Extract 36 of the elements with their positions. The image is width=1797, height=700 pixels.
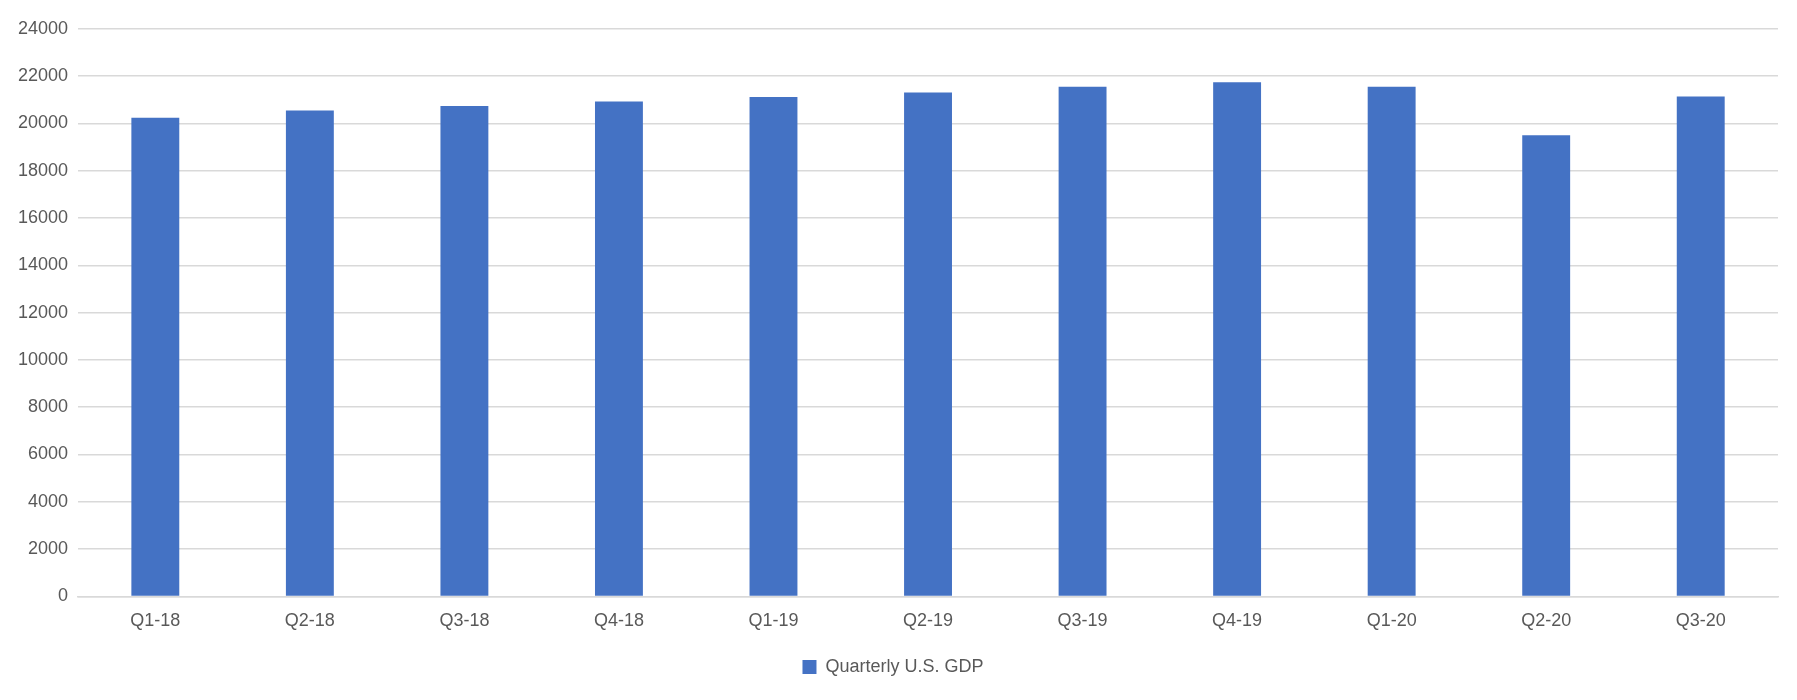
bar [1522, 135, 1571, 596]
y-tick-label: 20000 [17, 112, 69, 133]
y-tick-label: 2000 [28, 538, 69, 559]
bar [285, 110, 334, 596]
x-tick-label: Q4-19 [1212, 610, 1263, 631]
y-tick-label: 18000 [17, 159, 69, 180]
y-tick-label: 8000 [28, 396, 69, 417]
y-tick-label: 16000 [17, 206, 69, 227]
y-tick-label: 12000 [17, 301, 69, 322]
y-tick-label: 6000 [28, 443, 69, 464]
bar [904, 92, 952, 596]
x-tick-label: Q1-19 [748, 610, 799, 631]
y-tick-label: 14000 [17, 254, 69, 275]
x-tick-label: Q2-18 [284, 610, 335, 631]
bar [1676, 96, 1725, 596]
bar [1213, 82, 1262, 596]
y-tick-label: 0 [58, 585, 69, 606]
y-tick-label: 4000 [28, 490, 69, 511]
x-tick-label: Q2-19 [903, 610, 954, 631]
x-tick-label: Q3-18 [439, 610, 490, 631]
bar [131, 117, 180, 596]
y-tick-label: 10000 [17, 348, 69, 369]
bar [1367, 86, 1416, 596]
bar [594, 101, 643, 596]
x-tick-label: Q1-20 [1366, 610, 1417, 631]
y-tick-label: 24000 [17, 17, 69, 38]
y-tick-label: 22000 [17, 65, 69, 86]
x-tick-label: Q4-18 [593, 610, 644, 631]
x-tick-label: Q1-18 [130, 610, 181, 631]
x-tick-label: Q3-19 [1057, 610, 1108, 631]
x-tick-label: Q3-20 [1675, 610, 1726, 631]
x-tick-label: Q2-20 [1521, 610, 1572, 631]
bar [1058, 86, 1107, 596]
bar [440, 105, 489, 596]
bar [749, 96, 798, 596]
legend-label: Quarterly U.S. GDP [825, 655, 984, 676]
